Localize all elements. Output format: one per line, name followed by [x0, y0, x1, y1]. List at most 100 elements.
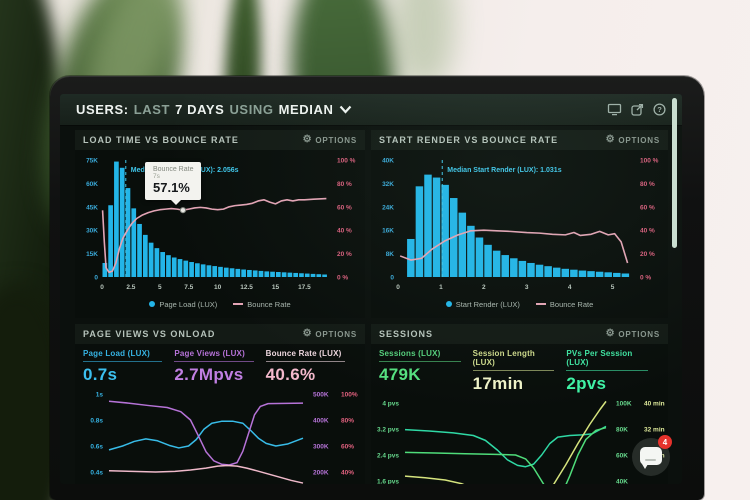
- notification-badge: 4: [658, 435, 672, 449]
- svg-text:15K: 15K: [86, 251, 98, 258]
- svg-text:45K: 45K: [86, 204, 98, 211]
- svg-text:?: ?: [657, 105, 662, 114]
- panel-sessions: SESSIONS ⚙ OPTIONS Sessions (LUX) 479K Ses…: [371, 324, 668, 484]
- svg-text:32 min: 32 min: [644, 427, 665, 434]
- svg-text:3: 3: [525, 284, 529, 291]
- svg-text:4: 4: [568, 284, 572, 291]
- metric: Bounce Rate (LUX) 40.6%: [265, 349, 345, 385]
- svg-text:40 %: 40 %: [640, 228, 655, 235]
- svg-text:80 %: 80 %: [640, 181, 655, 188]
- svg-text:40%: 40%: [341, 470, 354, 477]
- options-button[interactable]: ⚙ OPTIONS: [302, 134, 357, 145]
- plant-leaf: [393, 0, 455, 90]
- svg-text:0: 0: [100, 284, 104, 291]
- chat-launcher[interactable]: 4: [632, 435, 672, 476]
- svg-text:40K: 40K: [616, 479, 628, 485]
- svg-text:16K: 16K: [382, 228, 394, 235]
- chart-sessions-multiline[interactable]: 4 pvs 3.2 pvs 2.4 pvs 1.6 pvs 100K 80K 60K 40K 4…: [371, 396, 668, 484]
- legend-line-icon: [535, 303, 546, 305]
- metric-label: Page Load (LUX): [83, 349, 163, 362]
- screen: USERS: LAST 7 DAYS USING MEDIAN: [60, 94, 682, 484]
- svg-text:8K: 8K: [386, 251, 395, 258]
- top-bar: USERS: LAST 7 DAYS USING MEDIAN: [60, 94, 682, 126]
- help-icon[interactable]: ?: [653, 103, 666, 116]
- svg-text:40 %: 40 %: [337, 228, 352, 235]
- panel-page-views-vs-onload: PAGE VIEWS VS ONLOAD ⚙ OPTIONS Page Load…: [75, 324, 365, 484]
- svg-text:1s: 1s: [96, 392, 104, 399]
- svg-text:2.4 pvs: 2.4 pvs: [377, 453, 399, 460]
- svg-text:5: 5: [158, 284, 162, 291]
- svg-text:80%: 80%: [341, 418, 354, 425]
- svg-text:5: 5: [611, 284, 615, 291]
- options-button[interactable]: ⚙ OPTIONS: [605, 328, 660, 339]
- chart-page-views-multiline[interactable]: 1s 0.8s 0.6s 0.4s 500K 400K 300K 200K 100% 80% 60%…: [75, 387, 365, 484]
- metric-label: Page Views (LUX): [174, 349, 254, 362]
- options-button[interactable]: ⚙ OPTIONS: [302, 328, 357, 339]
- legend-item: Bounce Rate: [233, 300, 291, 309]
- svg-text:15: 15: [272, 284, 280, 291]
- svg-text:60 %: 60 %: [640, 204, 655, 211]
- metric: PVs Per Session (LUX) 2pvs: [566, 349, 648, 394]
- gear-icon: ⚙: [302, 328, 313, 339]
- svg-text:12.5: 12.5: [240, 284, 253, 291]
- svg-text:32K: 32K: [382, 181, 394, 188]
- metric-value: 17min: [472, 374, 524, 393]
- svg-text:40 min: 40 min: [644, 401, 665, 408]
- svg-text:0.6s: 0.6s: [90, 444, 103, 451]
- svg-text:100 %: 100 %: [337, 158, 356, 165]
- legend-dot-icon: [149, 301, 156, 307]
- laptop: USERS: LAST 7 DAYS USING MEDIAN: [50, 76, 704, 500]
- metric-label: PVs Per Session (LUX): [566, 349, 648, 371]
- panel-load-time-vs-bounce-rate: LOAD TIME VS BOUNCE RATE ⚙ OPTIONS 75K 60…: [75, 130, 365, 318]
- title-last: LAST: [133, 102, 171, 117]
- metric: Sessions (LUX) 479K: [379, 349, 461, 394]
- gear-icon: ⚙: [605, 134, 616, 145]
- metric: Page Views (LUX) 2.7Mpvs: [174, 349, 254, 385]
- metric-value: 479K: [379, 365, 421, 384]
- svg-text:2: 2: [482, 284, 486, 291]
- svg-text:0: 0: [94, 275, 98, 282]
- share-icon[interactable]: [631, 103, 644, 116]
- title-using: USING: [229, 102, 274, 117]
- svg-text:0: 0: [396, 284, 400, 291]
- svg-text:Median Start Render (LUX): 1.0: Median Start Render (LUX): 1.031s: [447, 167, 561, 174]
- legend-item: Page Load (LUX): [149, 300, 217, 309]
- gear-icon: ⚙: [302, 134, 313, 145]
- panel-title: SESSIONS: [379, 329, 434, 339]
- svg-text:3.2 pvs: 3.2 pvs: [377, 427, 399, 434]
- metric-value: 0.7s: [83, 365, 118, 384]
- tooltip: Bounce Rate 7s 57.1%: [145, 162, 202, 205]
- legend-item: Start Render (LUX): [445, 300, 520, 309]
- svg-text:60 %: 60 %: [337, 204, 352, 211]
- svg-text:400K: 400K: [313, 418, 329, 425]
- svg-text:80 %: 80 %: [337, 181, 352, 188]
- metric-value: 40.6%: [265, 365, 316, 384]
- title-7days: 7 DAYS: [175, 102, 225, 117]
- monitor-icon[interactable]: [607, 103, 622, 116]
- svg-text:20 %: 20 %: [640, 251, 655, 258]
- title-users: USERS:: [76, 102, 129, 117]
- scrollbar[interactable]: [672, 98, 677, 248]
- options-button[interactable]: ⚙ OPTIONS: [605, 134, 660, 145]
- svg-text:20 %: 20 %: [337, 251, 352, 258]
- svg-text:2.5: 2.5: [126, 284, 135, 291]
- chart-load-time-histogram[interactable]: 75K 60K 45K 30K 15K 0 100 % 80 % 60 % 40 % 20 % 0 %…: [75, 150, 365, 296]
- svg-text:1: 1: [439, 284, 443, 291]
- svg-text:0.4s: 0.4s: [90, 470, 103, 477]
- svg-text:60%: 60%: [341, 444, 354, 451]
- panel-title: PAGE VIEWS VS ONLOAD: [83, 329, 216, 339]
- metrics-row: Sessions (LUX) 479K Session Length (LUX) 17…: [371, 344, 668, 396]
- chart-start-render-histogram[interactable]: 40K 32K 24K 16K 8K 0 100 % 80 % 60 % 40 % 20 % 0 % 0…: [371, 150, 668, 296]
- svg-text:60K: 60K: [86, 181, 98, 188]
- svg-text:75K: 75K: [86, 158, 98, 165]
- svg-text:0: 0: [390, 275, 394, 282]
- date-range-dropdown[interactable]: USERS: LAST 7 DAYS USING MEDIAN: [76, 102, 352, 117]
- svg-text:7.5: 7.5: [184, 284, 193, 291]
- metrics-row: Page Load (LUX) 0.7s Page Views (LUX) 2.7Mp…: [75, 344, 365, 387]
- svg-text:500K: 500K: [313, 392, 329, 399]
- metric-label: Bounce Rate (LUX): [265, 349, 345, 362]
- svg-text:100%: 100%: [341, 392, 358, 399]
- svg-text:0 %: 0 %: [640, 275, 651, 282]
- dashboard-grid: LOAD TIME VS BOUNCE RATE ⚙ OPTIONS 75K 60…: [75, 130, 668, 484]
